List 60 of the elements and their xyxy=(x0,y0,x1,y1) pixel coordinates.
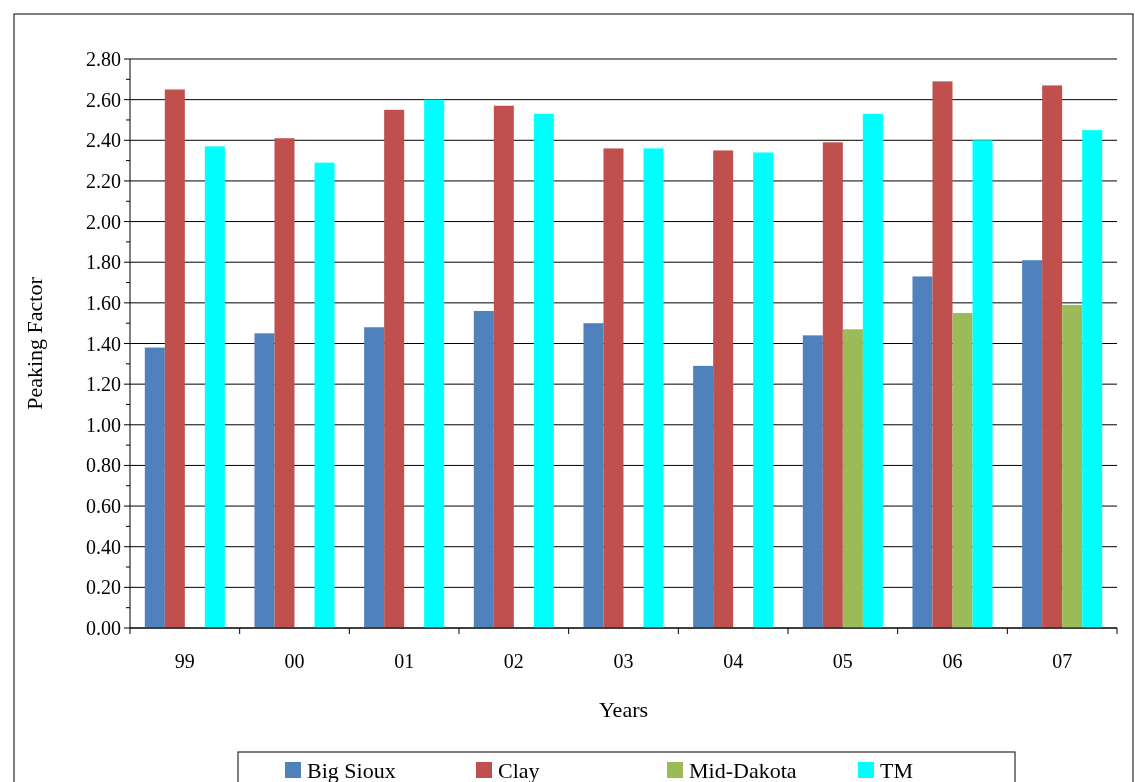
bar xyxy=(424,99,445,628)
y-tick-label: 1.80 xyxy=(86,251,121,274)
legend-label: TM xyxy=(880,758,913,782)
y-tick-label: 0.20 xyxy=(86,576,121,599)
y-tick-label: 1.60 xyxy=(86,291,121,314)
bar xyxy=(1022,260,1043,628)
x-tick-label: 05 xyxy=(832,650,853,672)
x-tick-label: 00 xyxy=(284,650,305,672)
bar xyxy=(713,150,734,628)
bar xyxy=(1062,304,1083,628)
y-tick-label: 1.20 xyxy=(86,373,121,396)
bar xyxy=(822,142,843,628)
x-tick-label: 06 xyxy=(942,650,963,672)
y-tick-label: 0.00 xyxy=(86,617,121,639)
y-tick-label: 2.80 xyxy=(86,48,121,70)
bar xyxy=(932,81,953,628)
y-tick-label: 0.40 xyxy=(86,535,121,558)
x-tick-label: 07 xyxy=(1052,650,1073,672)
x-tick-label: 04 xyxy=(723,650,744,672)
bar xyxy=(753,152,774,628)
bar xyxy=(364,327,385,628)
bar xyxy=(912,276,933,628)
bar xyxy=(274,138,295,628)
bar xyxy=(1082,130,1103,628)
bar xyxy=(1042,85,1063,628)
bar xyxy=(802,335,823,628)
x-tick-label: 03 xyxy=(613,650,634,672)
legend-label: Clay xyxy=(498,758,540,782)
bar xyxy=(533,113,554,628)
x-tick-label: 01 xyxy=(394,650,415,672)
bar xyxy=(473,310,494,628)
bar xyxy=(972,140,993,628)
y-tick-label: 2.40 xyxy=(86,129,121,152)
bar xyxy=(254,333,275,628)
bar xyxy=(952,313,973,628)
bar xyxy=(603,148,624,628)
bar xyxy=(583,323,604,628)
bar xyxy=(693,365,714,628)
bar xyxy=(842,329,863,628)
y-tick-label: 1.40 xyxy=(86,332,121,355)
bar xyxy=(384,109,405,628)
bar xyxy=(862,113,883,628)
y-tick-label: 0.60 xyxy=(86,495,121,518)
x-axis-title: Years xyxy=(598,697,649,722)
x-tick-label: 99 xyxy=(174,650,195,672)
bar xyxy=(164,89,185,628)
y-axis-title: Peaking Factor xyxy=(22,276,47,410)
y-tick-label: 1.00 xyxy=(86,413,121,436)
y-tick-label: 2.20 xyxy=(86,169,121,192)
legend-label: Big Sioux xyxy=(307,758,396,782)
bar xyxy=(493,105,514,628)
bar xyxy=(144,347,165,628)
y-tick-label: 2.60 xyxy=(86,88,121,111)
bar xyxy=(643,148,664,628)
x-tick-label: 02 xyxy=(503,650,524,672)
legend-label: Mid-Dakota xyxy=(689,758,797,782)
bar xyxy=(314,162,335,628)
bar xyxy=(204,146,225,628)
y-tick-label: 0.80 xyxy=(86,454,121,477)
y-tick-label: 2.00 xyxy=(86,210,121,233)
